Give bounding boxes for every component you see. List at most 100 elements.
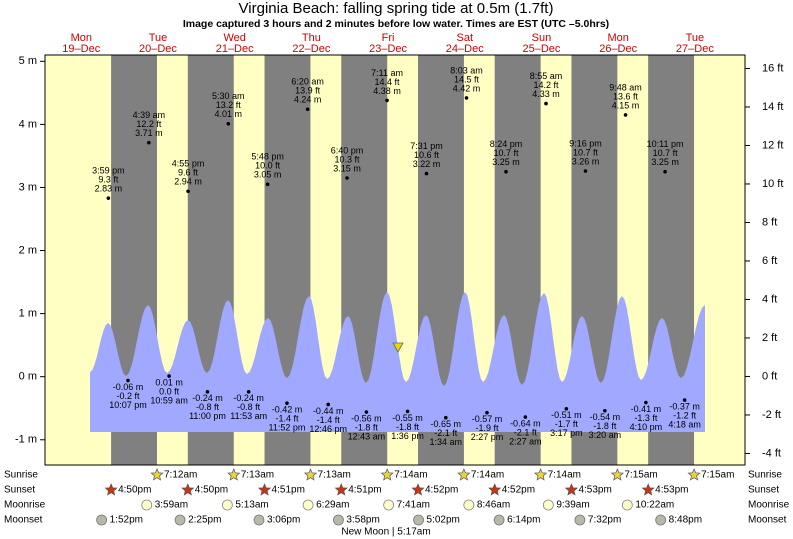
- tide-label: -1.7 ft: [555, 419, 579, 429]
- tide-label: 4:18 am: [668, 419, 701, 429]
- tide-point: [364, 410, 369, 414]
- y2-tick-label: 16 ft: [762, 62, 783, 74]
- sunset-time: 4:51pm: [272, 485, 305, 496]
- tide-label: 9:16 pm: [569, 138, 602, 148]
- sunset-time: 4:51pm: [348, 485, 381, 496]
- day-name: Sat: [457, 32, 474, 44]
- y-tick-label: 4 m: [19, 118, 37, 130]
- day-name: Sun: [532, 32, 552, 44]
- tide-point: [285, 401, 289, 405]
- tide-label: -0.51 m: [551, 410, 582, 420]
- tide-label: 3.05 m: [254, 170, 282, 180]
- sunset-icon: [411, 483, 425, 496]
- tide-label: 0.01 m: [155, 377, 183, 387]
- sunset-icon: [334, 483, 348, 496]
- y2-tick-label: 2 ft: [762, 332, 777, 344]
- tide-point: [326, 402, 331, 407]
- sunset-icon: [181, 483, 195, 496]
- tide-point: [246, 390, 251, 394]
- sunset-time: 4:50pm: [118, 485, 151, 496]
- sunset-time: 4:52pm: [502, 485, 535, 496]
- tide-point: [385, 98, 389, 103]
- tide-label: 10.7 ft: [573, 147, 599, 157]
- tide-label: 14.4 ft: [375, 77, 401, 87]
- tide-label: 10.6 ft: [414, 150, 440, 160]
- tide-label: 13.6 ft: [613, 91, 639, 101]
- tide-label: 13.9 ft: [295, 86, 321, 96]
- tide-point: [504, 169, 508, 174]
- moonrise-icon: [463, 499, 475, 511]
- y2-tick-label: 6 ft: [762, 255, 777, 267]
- tide-point: [444, 415, 448, 420]
- tide-label: 8:55 am: [530, 71, 563, 81]
- tide-label: 9.3 ft: [98, 175, 119, 185]
- tide-label: 10.3 ft: [335, 154, 361, 164]
- tide-label: 10:59 am: [150, 395, 188, 405]
- moonset-time: 7:32pm: [588, 515, 621, 526]
- tide-label: -0.8 ft: [196, 402, 220, 412]
- day-date: 26–Dec: [599, 43, 637, 55]
- tide-label: -0.54 m: [590, 412, 621, 422]
- sunset-time: 4:53pm: [578, 485, 611, 496]
- moon-phase: New Moon | 5:17am: [341, 527, 430, 538]
- moonrise-time: 5:13am: [235, 500, 268, 511]
- moonrise-icon: [302, 499, 314, 511]
- moonrise-time: 9:39am: [556, 500, 589, 511]
- y-tick-label: 3 m: [19, 181, 37, 193]
- y2-tick-label: 12 ft: [762, 139, 783, 151]
- moonrise-time: 10:22am: [635, 500, 674, 511]
- tide-label: 4.01 m: [215, 109, 243, 119]
- tide-point: [305, 107, 310, 112]
- tide-point: [205, 390, 210, 394]
- row-label: Sunset: [748, 485, 779, 496]
- tide-label: 7:31 pm: [410, 141, 443, 151]
- tide-label: -2.1 ft: [434, 428, 458, 438]
- day-name: Mon: [607, 32, 628, 44]
- tide-label: -1.2 ft: [673, 410, 697, 420]
- day-date: 20–Dec: [139, 43, 177, 55]
- tide-label: -0.57 m: [472, 414, 503, 424]
- tide-label: 8:03 am: [450, 65, 483, 75]
- day-name: Tue: [149, 32, 168, 44]
- day-name: Mon: [71, 32, 92, 44]
- day-name: Wed: [223, 32, 245, 44]
- tide-label: 0.0 ft: [159, 386, 180, 396]
- tide-label: -0.24 m: [192, 393, 223, 403]
- tide-label: 2.83 m: [95, 184, 123, 194]
- sunset-time: 4:50pm: [195, 485, 228, 496]
- y2-tick-label: -4 ft: [762, 447, 781, 459]
- tide-label: -0.41 m: [631, 404, 662, 414]
- tide-label: 2.94 m: [174, 177, 202, 187]
- moonset-icon: [96, 514, 108, 526]
- tide-label: 3.22 m: [413, 159, 441, 169]
- tide-point: [564, 407, 569, 411]
- tide-label: 2:27 pm: [471, 432, 504, 442]
- tide-point: [345, 176, 349, 180]
- sunset-icon: [641, 483, 655, 496]
- tide-label: 1:36 pm: [391, 431, 424, 441]
- tide-label: 13.2 ft: [216, 100, 242, 110]
- tide-label: -1.4 ft: [275, 414, 299, 424]
- tide-label: -0.65 m: [431, 419, 462, 429]
- tide-point: [663, 169, 667, 174]
- tide-point: [147, 140, 151, 145]
- day-date: 21–Dec: [216, 43, 254, 55]
- day-name: Thu: [302, 32, 321, 44]
- y-tick-label: 1 m: [19, 308, 37, 320]
- day-date: 23–Dec: [369, 43, 407, 55]
- tide-label: 3.25 m: [492, 157, 520, 167]
- row-label: Sunset: [4, 485, 35, 496]
- tide-label: 3.25 m: [651, 157, 679, 167]
- tide-label: 3.71 m: [135, 128, 163, 138]
- moonrise-icon: [141, 499, 153, 511]
- tide-label: 12:46 pm: [309, 424, 347, 434]
- moonrise-icon: [621, 499, 633, 511]
- tide-label: -0.06 m: [113, 382, 144, 392]
- moonset-time: 3:58pm: [346, 515, 379, 526]
- day-name: Fri: [382, 32, 395, 44]
- y-tick-label: -1 m: [15, 434, 37, 446]
- tide-label: 2:27 am: [509, 436, 542, 446]
- moonset-icon: [413, 514, 424, 526]
- tide-point: [583, 169, 588, 173]
- tide-label: -0.44 m: [313, 406, 344, 416]
